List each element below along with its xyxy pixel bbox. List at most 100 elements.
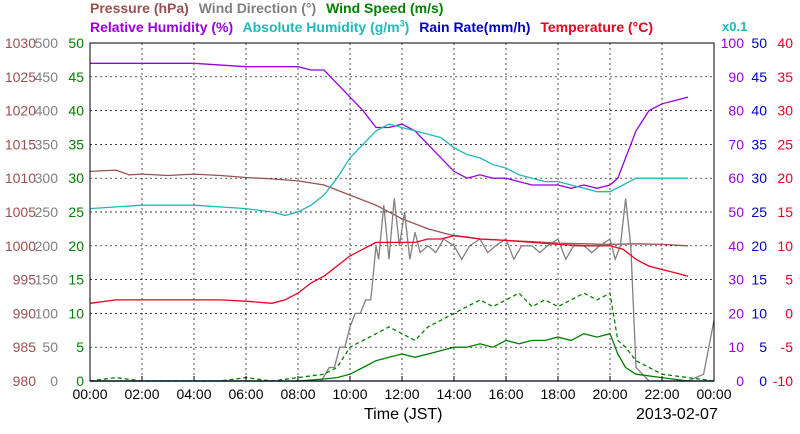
- rain-multiplier-label: x0.1: [722, 19, 748, 34]
- legend-absolute-humidity-suffix: ): [404, 18, 410, 35]
- y-tick-label-temperature: -5: [781, 339, 794, 355]
- y-tick-label-pressure: 1005: [5, 204, 36, 220]
- y-tick-label-rain-rate: 10: [751, 305, 767, 321]
- y-tick-label-wind-speed: 0: [76, 373, 84, 389]
- y-tick-label-humidity: 80: [728, 103, 744, 119]
- y-tick-label-rain-rate: 40: [751, 103, 767, 119]
- y-tick-label-humidity: 90: [728, 69, 744, 85]
- y-tick-label-humidity: 100: [721, 35, 745, 51]
- y-tick-label-pressure: 1000: [5, 238, 36, 254]
- legend-relative-humidity: Relative Humidity (%): [90, 18, 234, 35]
- y-tick-label-rain-rate: 20: [751, 238, 767, 254]
- y-tick-label-rain-rate: 5: [759, 339, 767, 355]
- series-pressure: [89, 169, 689, 247]
- x-tick-label: 08:00: [280, 386, 315, 402]
- legend-absolute-humidity: Absolute Humidity (g/m3): [242, 18, 410, 35]
- legend-row-1: Pressure (hPa) Wind Direction (°) Wind S…: [90, 0, 449, 16]
- legend-row-2: Relative Humidity (%) Absolute Humidity …: [90, 18, 659, 35]
- y-tick-label-pressure: 995: [13, 272, 37, 288]
- y-tick-label-pressure: 985: [13, 339, 37, 355]
- y-tick-label-rain-rate: 15: [751, 272, 767, 288]
- y-tick-label-humidity: 0: [736, 373, 744, 389]
- y-tick-label-rain-rate: 45: [751, 69, 767, 85]
- series-temperature: [89, 235, 689, 304]
- series-relative-humidity: [90, 62, 689, 189]
- legend-absolute-humidity-prefix: Absolute Humidity (g/m: [242, 18, 400, 35]
- legend-pressure: Pressure (hPa): [90, 0, 189, 16]
- y-tick-label-pressure: 1030: [5, 35, 36, 51]
- y-tick-label-humidity: 60: [728, 170, 744, 186]
- y-tick-label-pressure: 980: [13, 373, 37, 389]
- y-tick-label-temperature: 30: [777, 103, 793, 119]
- y-tick-label-wind-speed: 10: [68, 305, 84, 321]
- x-axis-label: Time (JST): [364, 406, 443, 423]
- y-tick-label-pressure: 1025: [5, 69, 36, 85]
- axis-ticks: 00:00 02:00 04:00 06:00 08:00 10:00 12:00 14:00…: [5, 35, 793, 402]
- y-tick-label-wind-direction: 50: [42, 339, 58, 355]
- y-tick-label-pressure: 1015: [5, 136, 36, 152]
- y-tick-label-pressure: 990: [13, 305, 37, 321]
- y-tick-label-pressure: 1020: [5, 103, 36, 119]
- y-tick-label-temperature: 35: [777, 69, 793, 85]
- legend-temperature: Temperature (°C): [540, 18, 654, 35]
- y-tick-label-wind-direction: 400: [35, 103, 59, 119]
- y-tick-label-wind-speed: 15: [68, 272, 84, 288]
- y-tick-label-temperature: -10: [773, 373, 793, 389]
- y-tick-label-wind-direction: 300: [35, 170, 59, 186]
- y-tick-label-temperature: 25: [777, 136, 793, 152]
- y-tick-label-rain-rate: 25: [751, 204, 767, 220]
- x-tick-label: 04:00: [176, 386, 211, 402]
- y-tick-label-humidity: 70: [728, 136, 744, 152]
- series-wind-speed: [89, 292, 715, 382]
- y-tick-label-rain-rate: 0: [759, 373, 767, 389]
- y-tick-label-wind-speed: 5: [76, 339, 84, 355]
- y-tick-label-wind-direction: 0: [50, 373, 58, 389]
- y-tick-label-wind-speed: 20: [68, 238, 84, 254]
- series-wind-direction: [90, 198, 715, 382]
- x-tick-label: 00:00: [696, 386, 731, 402]
- y-tick-label-wind-speed: 50: [68, 35, 84, 51]
- y-tick-label-wind-speed: 30: [68, 170, 84, 186]
- x-tick-label: 16:00: [488, 386, 523, 402]
- legend-wind-direction: Wind Direction (°): [198, 0, 317, 16]
- y-tick-label-humidity: 20: [728, 305, 744, 321]
- y-tick-label-wind-direction: 500: [35, 35, 59, 51]
- y-tick-label-wind-direction: 450: [35, 69, 59, 85]
- x-tick-label: 14:00: [436, 386, 471, 402]
- y-tick-label-wind-direction: 150: [35, 272, 59, 288]
- date-label: 2013-02-07: [636, 406, 718, 423]
- x-tick-label: 22:00: [644, 386, 679, 402]
- x-tick-label: 06:00: [228, 386, 263, 402]
- y-tick-label-wind-speed: 40: [68, 103, 84, 119]
- series-layer: [89, 62, 715, 382]
- legend-rain-rate: Rain Rate(mm/h): [419, 18, 531, 35]
- legend-wind-speed: Wind Speed (m/s): [326, 0, 444, 16]
- y-tick-label-temperature: 10: [777, 238, 793, 254]
- x-tick-label: 12:00: [384, 386, 419, 402]
- y-tick-label-temperature: 15: [777, 204, 793, 220]
- y-tick-label-rain-rate: 30: [751, 170, 767, 186]
- y-tick-label-wind-speed: 35: [68, 136, 84, 152]
- y-tick-label-rain-rate: 50: [751, 35, 767, 51]
- y-tick-label-humidity: 40: [728, 238, 744, 254]
- y-tick-label-wind-speed: 25: [68, 204, 84, 220]
- y-tick-label-wind-speed: 45: [68, 69, 84, 85]
- y-tick-label-temperature: 0: [785, 305, 793, 321]
- y-tick-label-temperature: 40: [777, 35, 793, 51]
- y-tick-label-pressure: 1010: [5, 170, 36, 186]
- x-tick-label: 20:00: [592, 386, 627, 402]
- y-tick-label-wind-direction: 350: [35, 136, 59, 152]
- y-tick-label-wind-direction: 100: [35, 305, 59, 321]
- x-tick-label: 10:00: [332, 386, 367, 402]
- y-tick-label-humidity: 30: [728, 272, 744, 288]
- y-tick-label-humidity: 10: [728, 339, 744, 355]
- legend-absolute-humidity-sup: 3: [399, 18, 405, 28]
- y-tick-label-wind-direction: 200: [35, 238, 59, 254]
- y-tick-label-humidity: 50: [728, 204, 744, 220]
- x-tick-label: 00:00: [72, 386, 107, 402]
- x-tick-label: 18:00: [540, 386, 575, 402]
- y-tick-label-wind-direction: 250: [35, 204, 59, 220]
- y-tick-label-temperature: 20: [777, 170, 793, 186]
- series-absolute-humidity: [89, 123, 688, 217]
